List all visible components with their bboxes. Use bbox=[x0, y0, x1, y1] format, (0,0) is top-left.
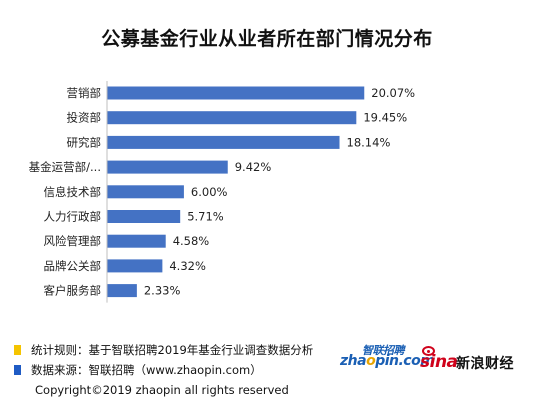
category-label: 营销部 bbox=[67, 86, 102, 100]
bar bbox=[107, 234, 166, 248]
value-label: 18.14% bbox=[347, 135, 391, 149]
category-label: 风险管理部 bbox=[44, 234, 102, 248]
sina-logo-cn: 新浪财经 bbox=[456, 356, 514, 372]
value-label: 5.71% bbox=[187, 210, 224, 224]
yellow-square-icon bbox=[14, 345, 21, 355]
sina-finance-logo: sina 新浪财经 bbox=[420, 346, 530, 372]
bar bbox=[107, 135, 340, 149]
value-label: 19.45% bbox=[363, 111, 407, 125]
bar-chart: 营销部 20.07% 投资部 19.45% 研究部 18.14% 基金运营部/... 9.42… bbox=[29, 81, 415, 303]
zhaopin-logo: 智联招聘 zhaopin.com bbox=[340, 342, 435, 376]
value-label: 4.58% bbox=[173, 234, 210, 248]
bar bbox=[107, 111, 357, 125]
zhaopin-logo-en: zhaopin.com bbox=[340, 353, 435, 369]
category-label: 品牌公关部 bbox=[44, 259, 102, 273]
bar bbox=[107, 185, 184, 199]
category-label: 基金运营部/... bbox=[29, 160, 101, 174]
value-label: 4.32% bbox=[169, 259, 206, 273]
data-source-text: 数据来源：智联招聘（www.zhaopin.com） bbox=[31, 363, 262, 377]
data-source-note: 数据来源：智联招聘（www.zhaopin.com） bbox=[14, 362, 262, 378]
zhaopin-logo-cn: 智联招聘 bbox=[362, 344, 405, 357]
value-label: 9.42% bbox=[235, 160, 272, 174]
category-label: 信息技术部 bbox=[44, 185, 102, 199]
blue-square-icon bbox=[14, 365, 21, 375]
bar bbox=[107, 210, 181, 223]
bar bbox=[107, 160, 228, 174]
value-label: 2.33% bbox=[144, 284, 181, 298]
category-label: 研究部 bbox=[67, 135, 102, 149]
category-label: 人力行政部 bbox=[44, 210, 102, 224]
sina-logo-en: sina bbox=[420, 352, 458, 372]
value-label: 20.07% bbox=[371, 86, 415, 100]
copyright-text: Copyright©2019 zhaopin all rights reserv… bbox=[35, 383, 289, 397]
category-label: 投资部 bbox=[67, 111, 102, 125]
bar bbox=[107, 86, 365, 100]
bar bbox=[107, 284, 137, 298]
statistics-rule-note: 统计规则：基于智联招聘2019年基金行业调查数据分析 bbox=[14, 342, 313, 358]
statistics-rule-text: 统计规则：基于智联招聘2019年基金行业调查数据分析 bbox=[31, 343, 314, 357]
chart-title: 公募基金行业从业者所在部门情况分布 bbox=[101, 28, 433, 50]
bar bbox=[107, 259, 163, 273]
value-label: 6.00% bbox=[191, 185, 228, 199]
sina-eye-icon bbox=[422, 346, 435, 356]
category-label: 客户服务部 bbox=[44, 284, 102, 298]
